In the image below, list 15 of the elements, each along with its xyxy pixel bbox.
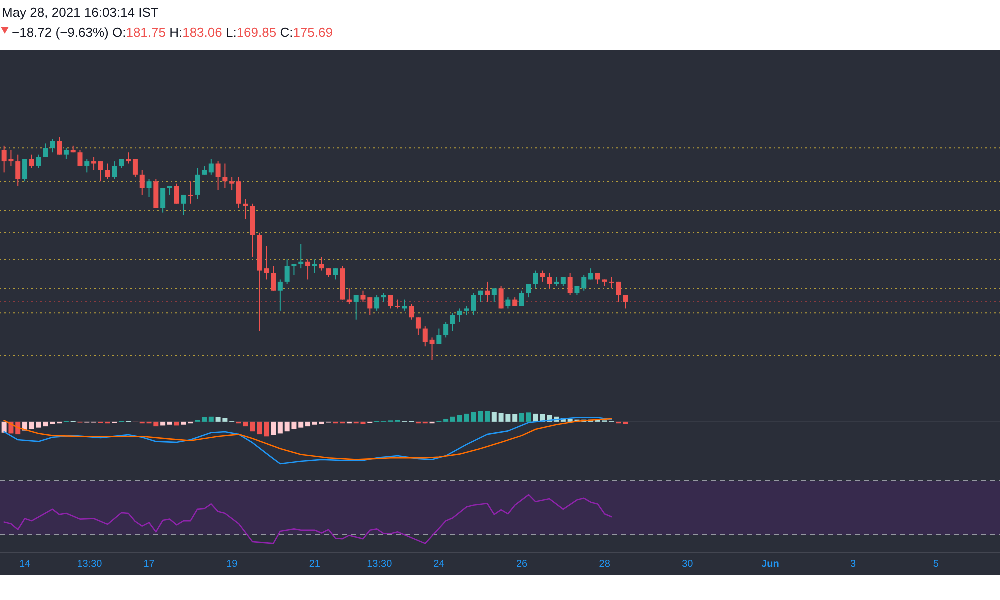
x-tick-label: 28: [599, 559, 611, 570]
x-tick-label: 13:30: [367, 559, 393, 570]
x-tick-label: 3: [850, 559, 857, 570]
x-tick-label: 21: [309, 559, 321, 570]
x-tick-label: Jun: [762, 559, 780, 570]
x-tick-label: 14: [19, 559, 32, 570]
x-tick-label: 5: [933, 559, 940, 570]
x-tick-label: 13:30: [77, 559, 103, 570]
x-tick-label: 17: [144, 559, 156, 570]
x-tick-label: 24: [434, 559, 446, 570]
x-tick-label: 30: [682, 559, 694, 570]
x-tick-label: 26: [516, 559, 528, 570]
text: −18.72 (−9.63%) O:181.75 H:183.06 L:169.85 C:175.69: [12, 25, 333, 40]
text: May 28, 2021 16:03:14 IST: [2, 5, 159, 20]
x-tick-label: 19: [226, 559, 238, 570]
